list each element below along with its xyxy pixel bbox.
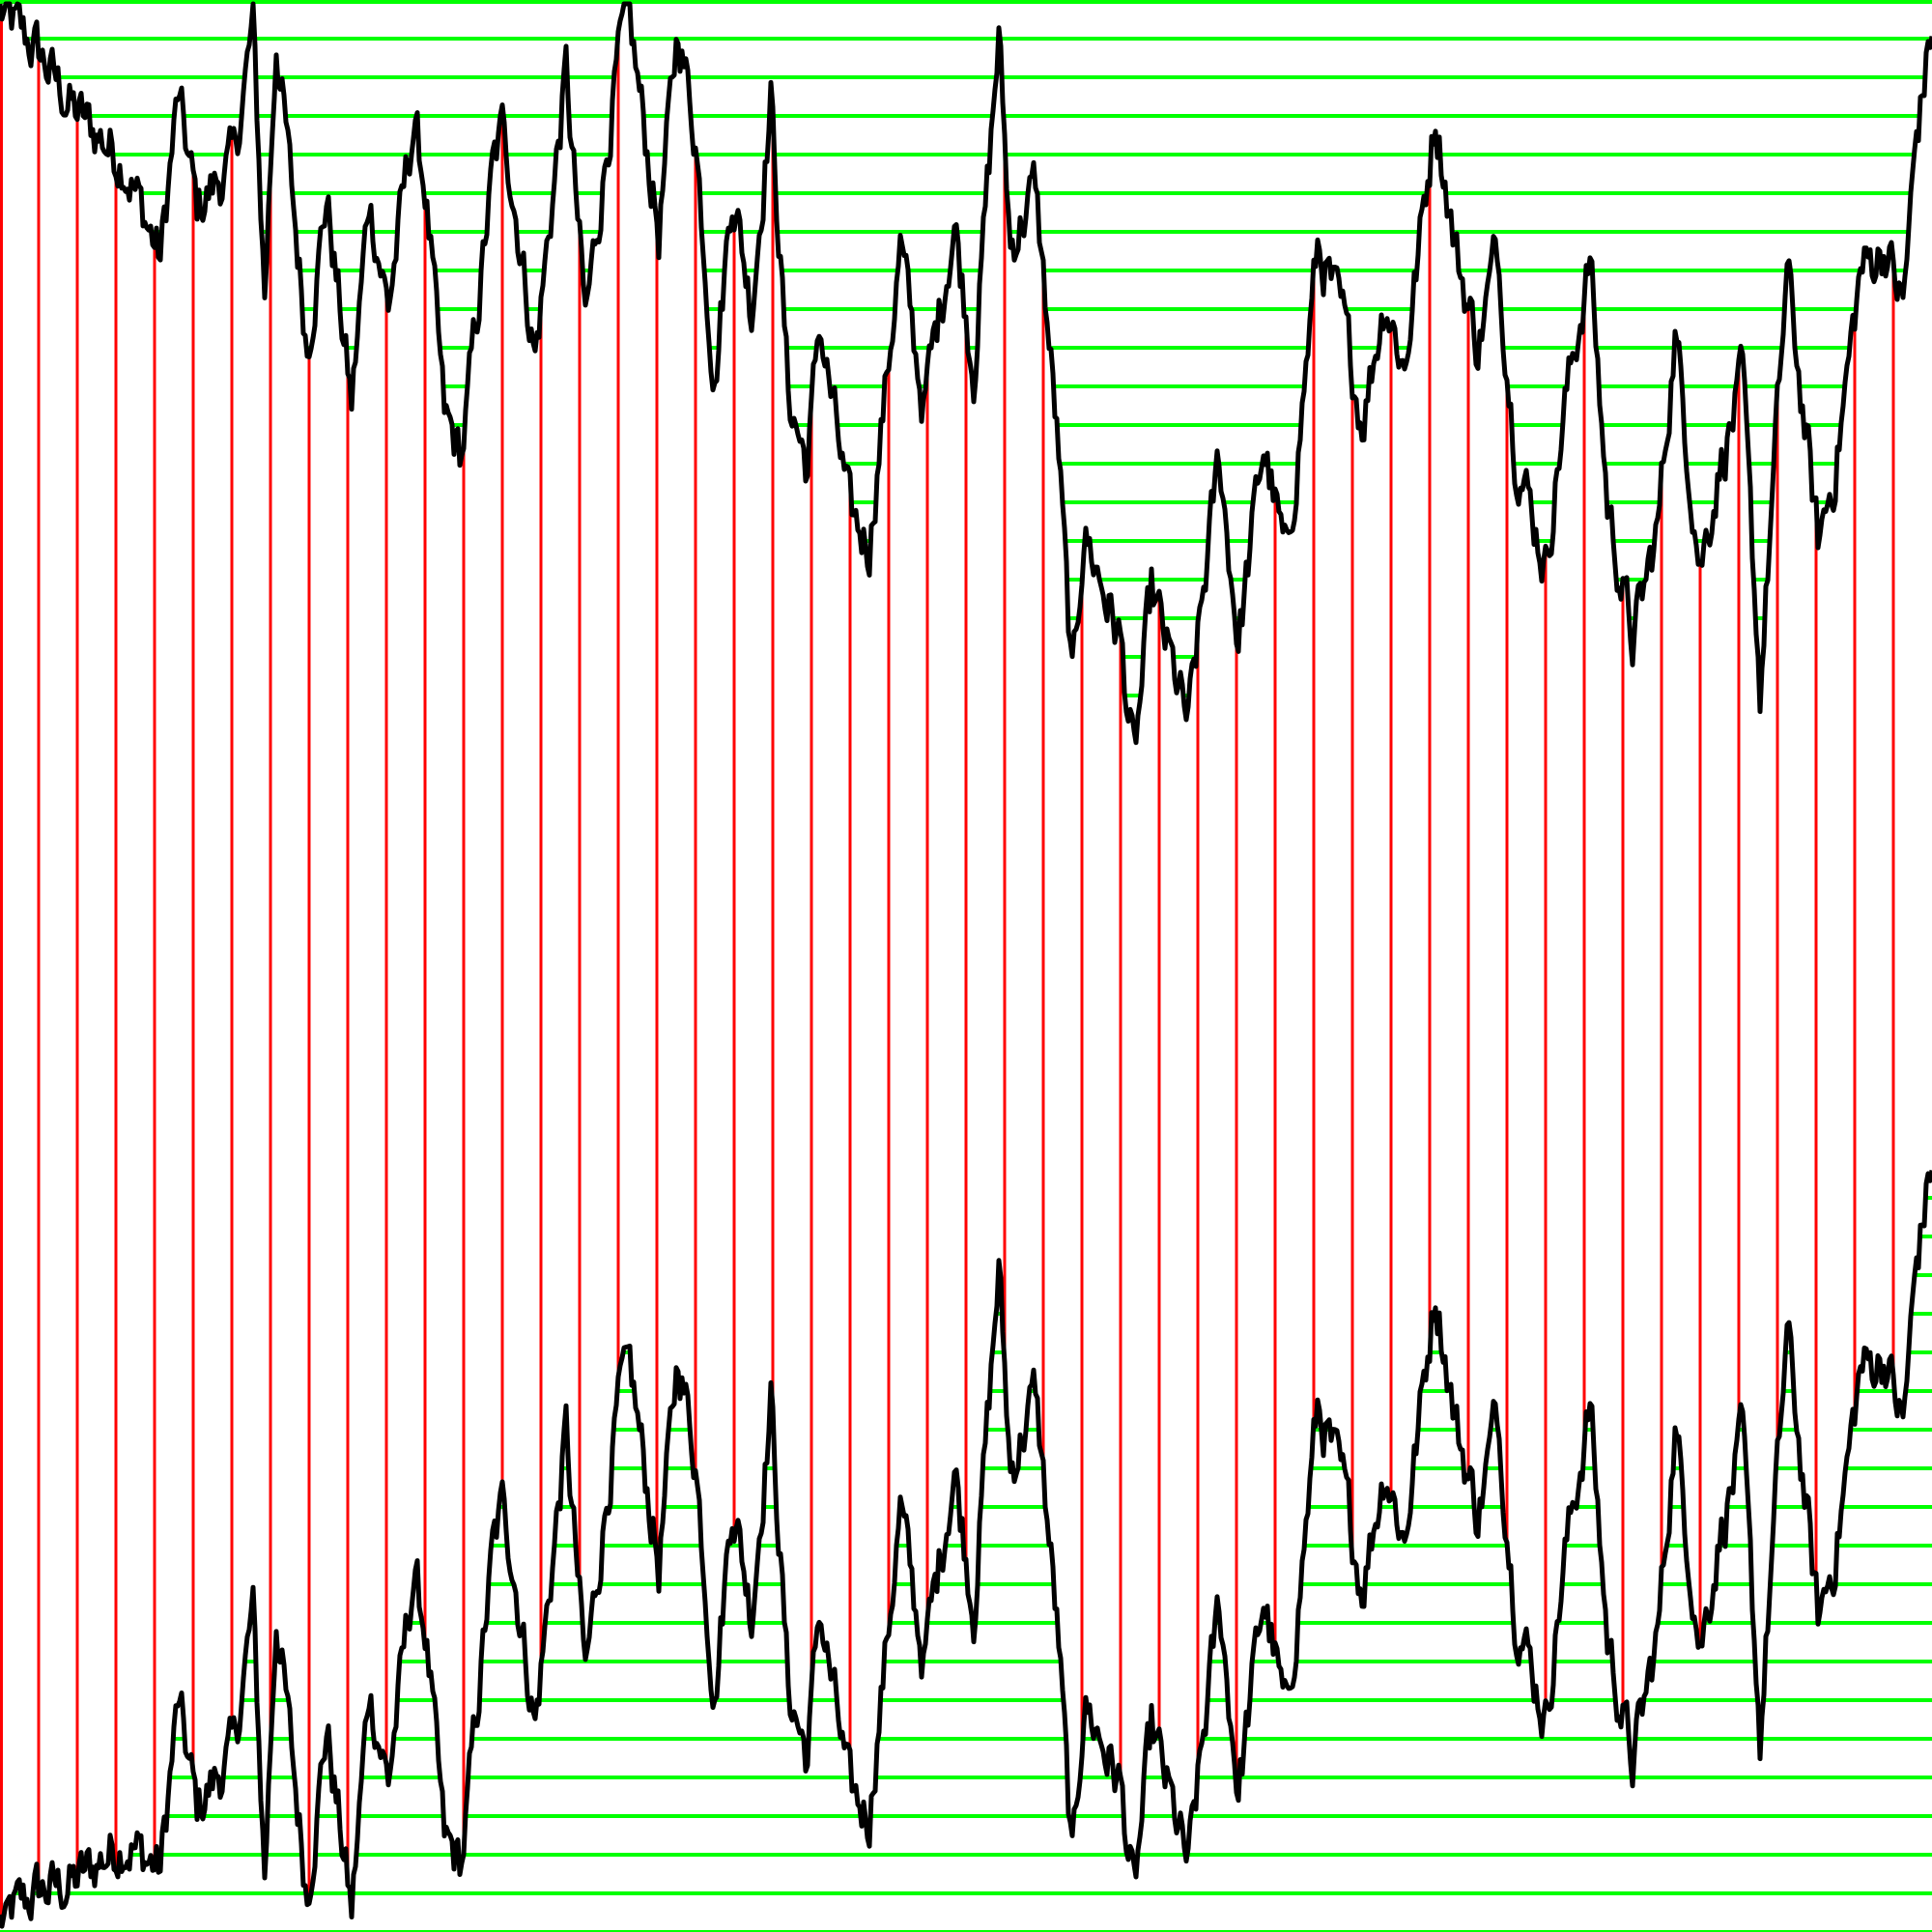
vertical-lines [0, 18, 1895, 1927]
lower-series-line [0, 1170, 1932, 1929]
upper-series-line [0, 1, 1932, 746]
